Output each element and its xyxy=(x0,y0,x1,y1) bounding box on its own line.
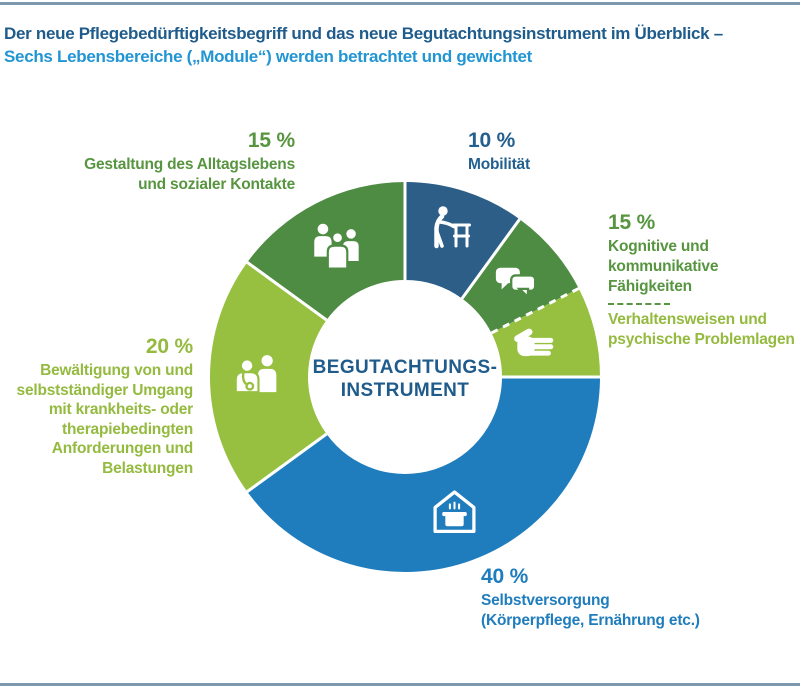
percent-mobilitaet: 10 % xyxy=(468,129,516,152)
shared-weight-divider xyxy=(608,303,670,305)
callout-gestaltung: 15 % Gestaltung des Alltagslebens und so… xyxy=(84,129,295,193)
donut-center-label: BEGUTACHTUNGS- INSTRUMENT xyxy=(312,357,498,401)
page-title-line2: Sechs Lebensbereiche („Module“) werden b… xyxy=(4,47,533,66)
segment-selbstversorgung xyxy=(247,377,601,573)
percent-selbstversorgung: 40 % xyxy=(481,565,529,588)
segment-divider xyxy=(490,287,580,335)
page-title: Der neue Pflegebedürftigkeitsbegriff und… xyxy=(4,22,723,68)
callout-selbstversorgung: 40 % Selbstversorgung (Körperpflege, Ern… xyxy=(481,565,700,629)
segment-divider xyxy=(246,261,328,322)
callout-mobilitaet: 10 % Mobilität xyxy=(468,129,530,175)
callout-bewaeltigung: 20 % Bewältigung von und selbstständiger… xyxy=(16,335,194,477)
segment-divider xyxy=(246,432,328,493)
percent-gestaltung: 15 % xyxy=(247,129,295,152)
bottom-rule xyxy=(0,683,800,686)
segment-divider xyxy=(460,218,521,300)
label-mobilitaet: Mobilität xyxy=(468,156,530,173)
percent-kognitive: 15 % xyxy=(608,211,656,234)
callout-kognitive: 15 % Kognitive und kommunikative Fähigke… xyxy=(608,211,800,350)
page-title-line1: Der neue Pflegebedürftigkeitsbegriff und… xyxy=(4,24,723,43)
top-rule xyxy=(0,2,800,5)
percent-bewaeltigung: 20 % xyxy=(145,335,193,358)
